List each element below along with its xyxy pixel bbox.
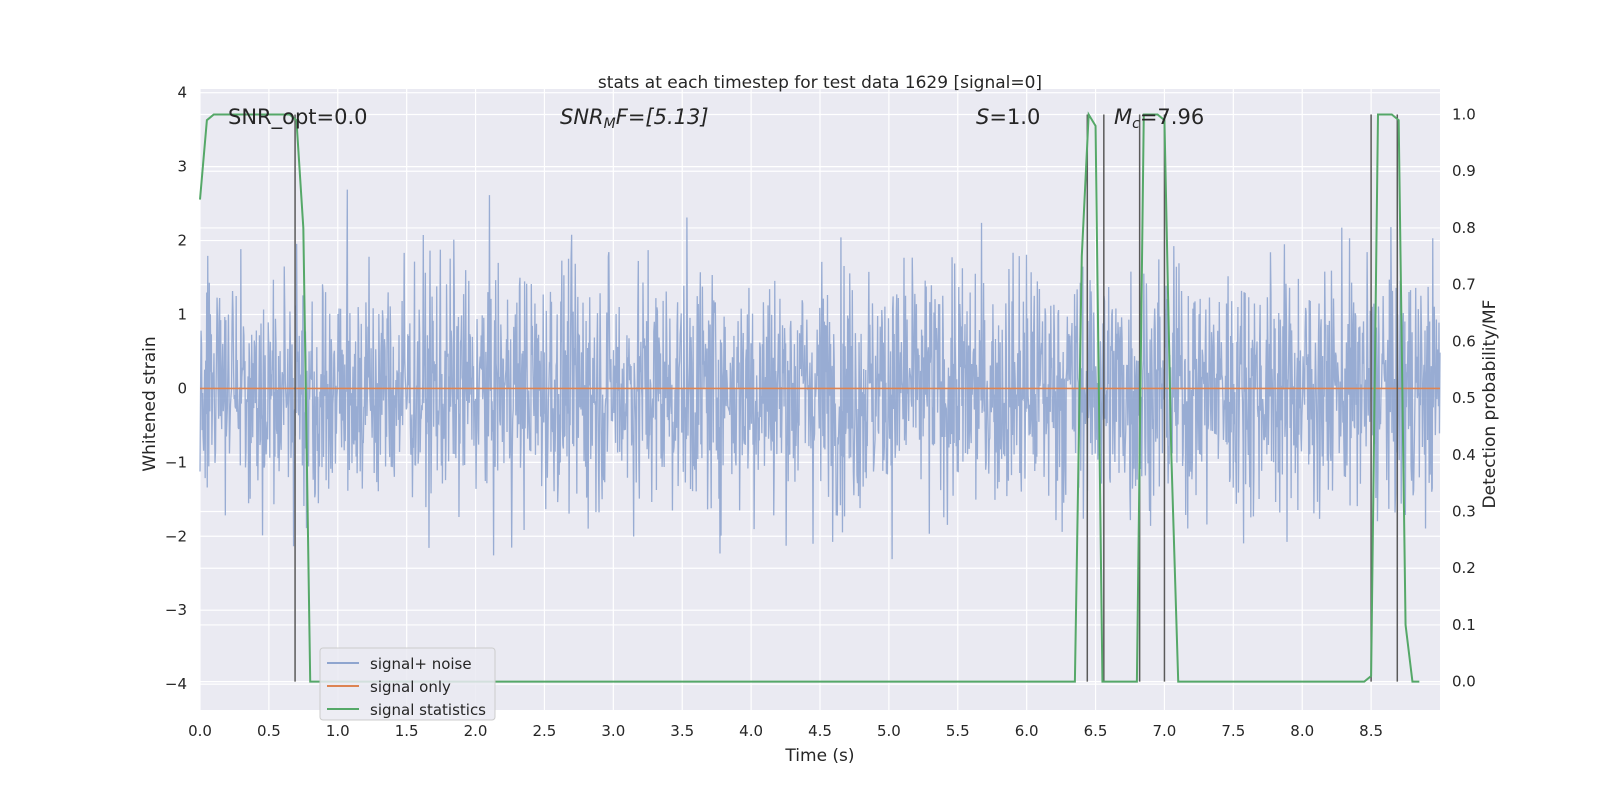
signal-statistics-line — [199, 111, 1420, 683]
y-right-tick-label: 0.1 — [1452, 616, 1476, 634]
annotation-s: S=1.0 — [976, 105, 1040, 129]
y-left-axis-label: Whitened strain — [140, 336, 160, 471]
annotation-mc-main: M — [1114, 105, 1132, 129]
x-tick-label: 1.0 — [326, 722, 350, 740]
annotation-snr-opt: SNR_opt=0.0 — [228, 105, 368, 130]
annotation-snr-mf: SNRMF=[5.13] — [560, 105, 709, 132]
y-right-axis-ticks: 1.0 0.9 0.8 0.7 0.6 0.5 0.4 0.3 0.2 0.1 0.0 — [1452, 106, 1476, 691]
x-axis-label: Time (s) — [784, 746, 854, 766]
y-left-tick-label: 3 — [177, 158, 187, 176]
x-tick-label: 5.0 — [877, 722, 901, 740]
annotation-mc: Mc=7.96 — [1114, 105, 1204, 132]
y-left-tick-label: 2 — [177, 232, 187, 250]
annotation-snr-mf-main: SNR — [560, 105, 604, 129]
x-tick-label: 1.5 — [395, 722, 419, 740]
y-right-tick-label: 0.0 — [1452, 673, 1476, 691]
annotation-snr-mf-rest: F=[5.13] — [616, 105, 709, 129]
y-right-tick-label: 0.7 — [1452, 276, 1476, 294]
x-tick-label: 6.0 — [1015, 722, 1039, 740]
x-tick-label: 4.0 — [739, 722, 763, 740]
x-tick-label: 3.5 — [670, 722, 694, 740]
x-tick-label: 6.5 — [1084, 722, 1108, 740]
x-tick-label: 0.5 — [257, 722, 281, 740]
y-right-tick-label: 0.3 — [1452, 503, 1476, 521]
y-right-tick-label: 0.8 — [1452, 219, 1476, 237]
y-left-tick-label: 4 — [177, 84, 187, 102]
legend-label-signal-only: signal only — [370, 678, 451, 696]
x-axis-ticks: 0.0 0.5 1.0 1.5 2.0 2.5 3.0 3.5 4.0 4.5 5.0 5.5 6.0 6… — [188, 722, 1383, 740]
y-left-axis-ticks: 4 3 2 1 0 −1 −2 −3 −4 — [165, 84, 187, 693]
annotation-s-rest: =1.0 — [989, 105, 1040, 129]
series-signal-statistics — [199, 111, 1420, 683]
y-right-axis-label: Detection probability/MF — [1480, 300, 1500, 509]
annotation-snr-mf-sub: M — [604, 116, 616, 132]
x-tick-label: 2.0 — [464, 722, 488, 740]
chart-title: stats at each timestep for test data 162… — [598, 73, 1042, 93]
y-right-tick-label: 0.4 — [1452, 446, 1476, 464]
y-left-tick-label: 0 — [177, 379, 187, 397]
y-left-tick-label: 1 — [177, 305, 187, 323]
legend-label-signal-statistics: signal statistics — [370, 701, 486, 719]
annotation-s-main: S — [976, 105, 989, 129]
y-right-tick-label: 0.6 — [1452, 332, 1476, 350]
y-right-tick-label: 0.2 — [1452, 559, 1476, 577]
y-right-tick-label: 1.0 — [1452, 106, 1476, 124]
legend-label-signal-plus-noise: signal+ noise — [370, 655, 472, 673]
legend: signal+ noise signal only signal statist… — [319, 647, 496, 721]
y-left-tick-label: −3 — [165, 601, 187, 619]
x-tick-label: 7.0 — [1153, 722, 1177, 740]
x-tick-label: 8.0 — [1290, 722, 1314, 740]
noise-line — [199, 189, 1441, 560]
x-tick-label: 5.5 — [946, 722, 970, 740]
x-tick-label: 4.5 — [808, 722, 832, 740]
x-tick-label: 2.5 — [533, 722, 557, 740]
x-tick-label: 8.5 — [1359, 722, 1383, 740]
y-left-tick-label: −4 — [165, 675, 187, 693]
y-right-tick-label: 0.5 — [1452, 389, 1476, 407]
y-right-tick-label: 0.9 — [1452, 162, 1476, 180]
annotation-mc-sub: c — [1132, 116, 1140, 132]
x-tick-label: 0.0 — [188, 722, 212, 740]
legend-box — [319, 647, 496, 721]
annotation-mc-rest: =7.96 — [1140, 105, 1204, 129]
y-left-tick-label: −1 — [165, 453, 187, 471]
y-left-tick-label: −2 — [165, 527, 187, 545]
x-tick-label: 7.5 — [1221, 722, 1245, 740]
x-tick-label: 3.0 — [601, 722, 625, 740]
series-signal-plus-noise — [199, 189, 1441, 560]
